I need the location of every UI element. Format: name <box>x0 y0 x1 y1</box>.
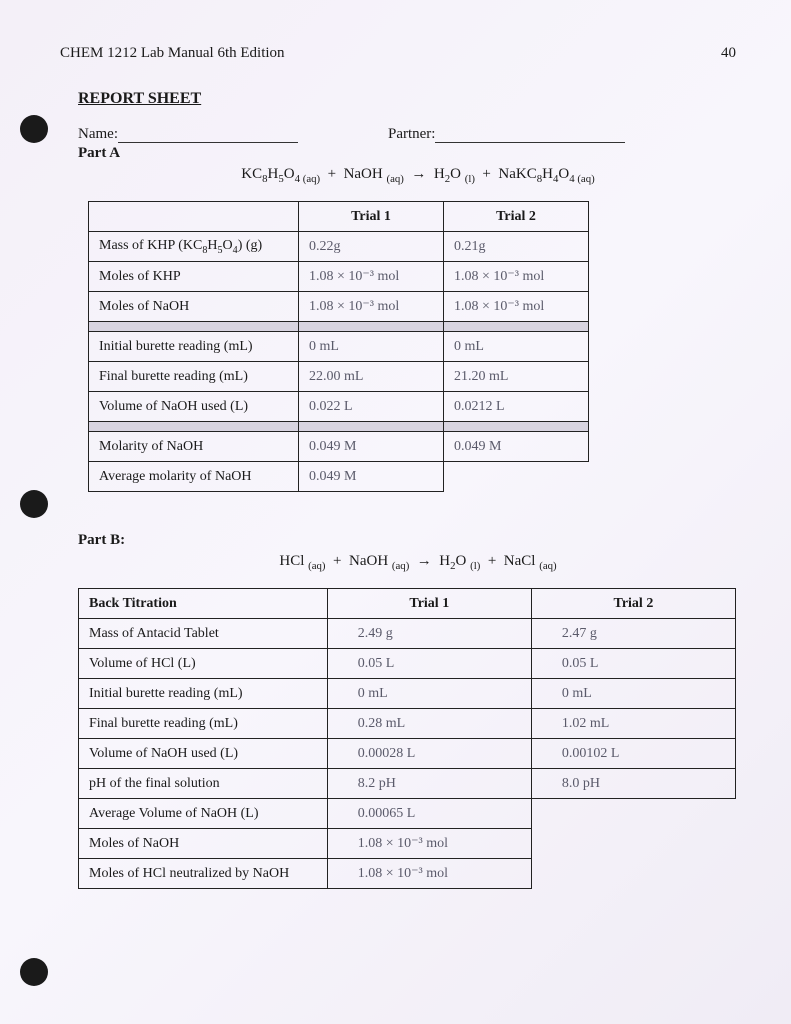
table-row: Mass of Antacid Tablet2.49 g2.47 g <box>79 619 736 649</box>
table-header: Trial 1 <box>327 589 531 619</box>
report-title: REPORT SHEET <box>78 90 736 108</box>
row-label: Mass of Antacid Tablet <box>79 619 328 649</box>
trial1-value[interactable]: 0.00028 L <box>327 739 531 769</box>
trial1-value[interactable]: 0.00065 L <box>327 799 531 829</box>
table-row: Moles of NaOH1.08 × 10⁻³ mol1.08 × 10⁻³ … <box>89 292 589 322</box>
table-row: Moles of KHP1.08 × 10⁻³ mol1.08 × 10⁻³ m… <box>89 262 589 292</box>
trial1-value[interactable]: 0.22g <box>299 232 444 262</box>
trial1-value[interactable]: 1.08 × 10⁻³ mol <box>299 292 444 322</box>
table-header: Trial 2 <box>444 202 589 232</box>
trial1-value[interactable]: 0.022 L <box>299 392 444 422</box>
trial1-value[interactable]: 22.00 mL <box>299 362 444 392</box>
table-row: Volume of NaOH used (L)0.00028 L0.00102 … <box>79 739 736 769</box>
name-blank[interactable] <box>118 142 298 143</box>
binder-hole-icon <box>20 115 48 143</box>
part-a-table: Trial 1 Trial 2 Mass of KHP (KC8H5O4) (g… <box>88 201 589 492</box>
trial1-value[interactable]: 8.2 pH <box>327 769 531 799</box>
page-number: 40 <box>721 45 736 62</box>
partner-blank[interactable] <box>435 142 625 143</box>
row-label: Average molarity of NaOH <box>89 462 299 492</box>
part-b-equation: HCl (aq) + NaOH (aq) → H2O (l) + NaCl (a… <box>100 553 736 572</box>
part-b-table: Back Titration Trial 1 Trial 2 Mass of A… <box>78 588 736 889</box>
table-row: Moles of HCl neutralized by NaOH1.08 × 1… <box>79 859 736 889</box>
trial2-value[interactable]: 0 mL <box>444 332 589 362</box>
table-row: Initial burette reading (mL)0 mL0 mL <box>79 679 736 709</box>
row-label: Final burette reading (mL) <box>89 362 299 392</box>
table-row: Average Volume of NaOH (L)0.00065 L <box>79 799 736 829</box>
trial2-value[interactable]: 1.02 mL <box>531 709 735 739</box>
trial2-value[interactable]: 0.05 L <box>531 649 735 679</box>
trial2-value[interactable]: 0.0212 L <box>444 392 589 422</box>
partner-label: Partner: <box>388 126 435 143</box>
row-label: Molarity of NaOH <box>89 432 299 462</box>
trial1-value[interactable]: 1.08 × 10⁻³ mol <box>299 262 444 292</box>
binder-hole-icon <box>20 490 48 518</box>
trial2-value[interactable]: 1.08 × 10⁻³ mol <box>444 262 589 292</box>
trial2-value[interactable]: 2.47 g <box>531 619 735 649</box>
name-partner-row: Name: Partner: <box>78 126 736 143</box>
trial2-value[interactable]: 8.0 pH <box>531 769 735 799</box>
table-header: Trial 1 <box>299 202 444 232</box>
binder-hole-icon <box>20 958 48 986</box>
table-row: pH of the final solution8.2 pH8.0 pH <box>79 769 736 799</box>
table-row: Moles of NaOH1.08 × 10⁻³ mol <box>79 829 736 859</box>
table-header: Back Titration <box>79 589 328 619</box>
table-header <box>89 202 299 232</box>
row-label: Initial burette reading (mL) <box>89 332 299 362</box>
table-row: Volume of HCl (L)0.05 L0.05 L <box>79 649 736 679</box>
trial1-value[interactable]: 2.49 g <box>327 619 531 649</box>
row-label: Moles of NaOH <box>79 829 328 859</box>
trial1-value[interactable]: 0.049 M <box>299 432 444 462</box>
course-title: CHEM 1212 Lab Manual 6th Edition <box>60 45 285 62</box>
trial2-value[interactable]: 1.08 × 10⁻³ mol <box>444 292 589 322</box>
row-label: pH of the final solution <box>79 769 328 799</box>
trial1-value[interactable]: 1.08 × 10⁻³ mol <box>327 859 531 889</box>
row-label: Volume of HCl (L) <box>79 649 328 679</box>
trial2-value[interactable]: 0.049 M <box>444 432 589 462</box>
table-row: Final burette reading (mL)0.28 mL1.02 mL <box>79 709 736 739</box>
table-row: Volume of NaOH used (L)0.022 L0.0212 L <box>89 392 589 422</box>
trial1-value[interactable]: 0 mL <box>327 679 531 709</box>
row-label: Volume of NaOH used (L) <box>89 392 299 422</box>
trial2-value[interactable]: 0.00102 L <box>531 739 735 769</box>
row-label: Moles of KHP <box>89 262 299 292</box>
row-label: Moles of NaOH <box>89 292 299 322</box>
trial1-value[interactable]: 0.049 M <box>299 462 444 492</box>
part-a-label: Part A <box>78 145 736 162</box>
table-row: Molarity of NaOH0.049 M0.049 M <box>89 432 589 462</box>
trial1-value[interactable]: 0 mL <box>299 332 444 362</box>
row-label: Average Volume of NaOH (L) <box>79 799 328 829</box>
trial1-value[interactable]: 0.05 L <box>327 649 531 679</box>
name-label: Name: <box>78 126 118 143</box>
row-label: Mass of KHP (KC8H5O4) (g) <box>89 232 299 262</box>
part-b-label: Part B: <box>78 532 736 549</box>
table-header: Trial 2 <box>531 589 735 619</box>
row-label: Final burette reading (mL) <box>79 709 328 739</box>
trial2-value[interactable]: 0 mL <box>531 679 735 709</box>
trial1-value[interactable]: 0.28 mL <box>327 709 531 739</box>
trial2-value[interactable]: 0.21g <box>444 232 589 262</box>
table-row: Initial burette reading (mL)0 mL0 mL <box>89 332 589 362</box>
row-label: Initial burette reading (mL) <box>79 679 328 709</box>
trial2-value[interactable]: 21.20 mL <box>444 362 589 392</box>
table-row: Average molarity of NaOH0.049 M <box>89 462 589 492</box>
table-row: Mass of KHP (KC8H5O4) (g)0.22g0.21g <box>89 232 589 262</box>
trial1-value[interactable]: 1.08 × 10⁻³ mol <box>327 829 531 859</box>
row-label: Moles of HCl neutralized by NaOH <box>79 859 328 889</box>
page-header: CHEM 1212 Lab Manual 6th Edition 40 <box>60 45 736 62</box>
part-a-equation: KC8H5O4 (aq) + NaOH (aq) → H2O (l) + NaK… <box>100 166 736 185</box>
table-row: Final burette reading (mL)22.00 mL21.20 … <box>89 362 589 392</box>
row-label: Volume of NaOH used (L) <box>79 739 328 769</box>
